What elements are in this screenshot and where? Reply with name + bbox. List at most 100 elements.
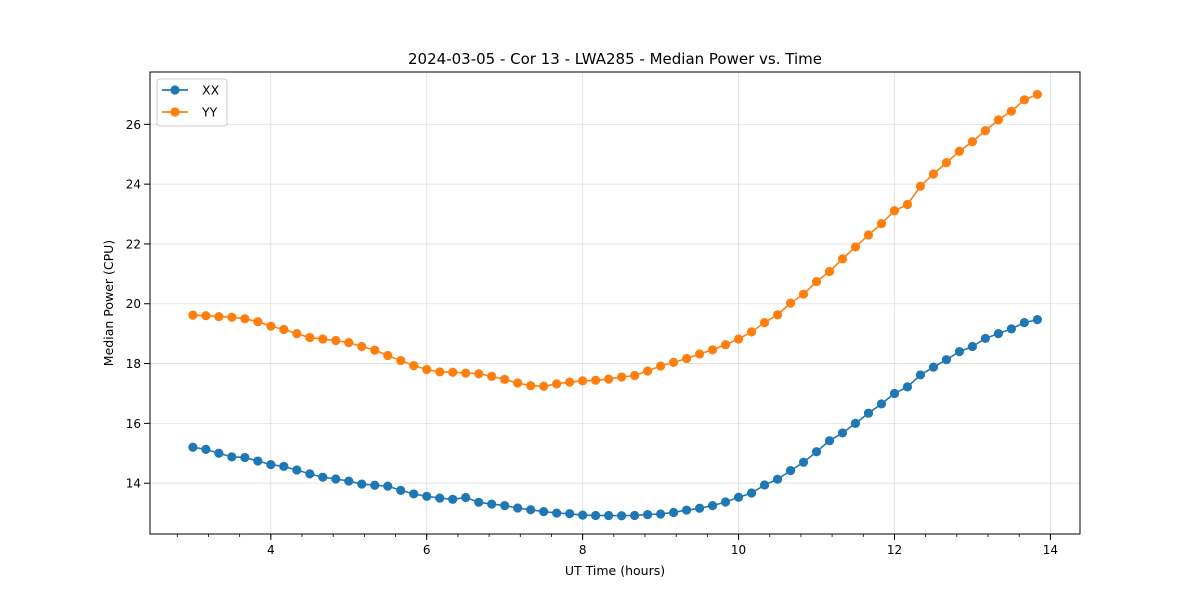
data-point-xx: [889, 388, 900, 399]
data-point-yy: [733, 334, 744, 344]
data-point-xx: [798, 457, 809, 467]
data-point-yy: [604, 374, 614, 384]
data-point-yy: [681, 353, 692, 364]
data-point-xx: [565, 509, 575, 519]
data-point-xx: [669, 507, 679, 518]
data-point-yy: [331, 335, 341, 346]
data-point-xx: [214, 448, 224, 458]
data-point-xx: [357, 479, 367, 489]
data-point-xx: [344, 476, 354, 486]
data-point-yy: [889, 206, 900, 216]
data-point-yy: [1006, 106, 1017, 116]
data-point-yy: [591, 375, 601, 385]
data-point-yy: [811, 277, 822, 287]
data-point-xx: [604, 510, 614, 521]
x-axis-label: UT Time (hours): [565, 563, 665, 578]
data-point-xx: [824, 436, 835, 446]
data-point-yy: [941, 158, 952, 168]
data-point-yy: [318, 334, 328, 344]
data-point-xx: [1032, 315, 1042, 325]
data-point-yy: [461, 368, 471, 378]
data-point-yy: [344, 338, 354, 348]
data-point-xx: [305, 469, 315, 479]
data-point-xx: [526, 505, 536, 515]
data-point-xx: [578, 510, 588, 520]
data-point-xx: [1006, 324, 1017, 334]
data-point-yy: [785, 298, 796, 308]
legend: XX YY: [156, 78, 228, 127]
x-tick-label: 6: [423, 543, 431, 557]
data-point-xx: [253, 456, 263, 466]
data-point-xx: [902, 382, 913, 392]
data-point-xx: [474, 497, 484, 507]
y-tick-label: 24: [126, 178, 141, 192]
data-point-xx: [461, 492, 471, 503]
data-point-yy: [552, 379, 562, 389]
series-xx: [188, 315, 1042, 521]
data-point-xx: [759, 480, 770, 490]
data-point-xx: [383, 481, 393, 491]
data-point-yy: [980, 126, 991, 136]
data-point-yy: [370, 345, 380, 355]
data-point-xx: [487, 499, 497, 509]
data-point-xx: [279, 461, 289, 472]
data-point-xx: [591, 510, 601, 521]
series-layer: [188, 89, 1042, 521]
data-point-yy: [526, 381, 536, 391]
data-point-xx: [617, 511, 627, 521]
data-point-xx: [681, 505, 692, 515]
y-axis-label: Median Power (CPU): [101, 240, 116, 366]
y-tick-label: 22: [126, 237, 141, 251]
y-tick-label: 18: [126, 357, 141, 371]
data-point-yy: [305, 332, 315, 343]
data-point-xx: [318, 472, 328, 482]
data-point-yy: [357, 341, 367, 352]
data-point-yy: [928, 169, 939, 179]
data-point-xx: [240, 452, 250, 463]
data-point-yy: [967, 137, 978, 147]
data-point-xx: [292, 465, 302, 475]
data-point-yy: [396, 355, 406, 366]
data-point-xx: [422, 491, 432, 501]
data-point-yy: [240, 314, 250, 324]
data-point-yy: [565, 377, 575, 387]
data-point-xx: [500, 500, 510, 511]
data-point-yy: [188, 310, 198, 320]
data-point-yy: [617, 372, 627, 382]
y-tick-label: 14: [126, 477, 141, 491]
data-point-yy: [279, 324, 289, 335]
data-point-yy: [435, 367, 445, 377]
data-point-xx: [188, 442, 198, 452]
data-point-xx: [448, 494, 458, 504]
data-point-xx: [993, 329, 1004, 339]
data-point-xx: [811, 447, 822, 457]
data-point-xx: [928, 362, 939, 372]
data-point-yy: [902, 199, 913, 210]
data-point-xx: [967, 341, 978, 352]
x-tick-label: 8: [579, 543, 587, 557]
data-point-xx: [746, 488, 757, 498]
data-point-yy: [1032, 89, 1042, 100]
data-point-yy: [214, 312, 224, 322]
data-point-yy: [837, 254, 848, 264]
data-point-xx: [954, 346, 965, 357]
data-point-xx: [850, 418, 861, 428]
data-point-xx: [980, 333, 991, 344]
data-point-xx: [370, 480, 380, 490]
data-point-xx: [656, 509, 666, 519]
x-tick-label: 14: [1043, 543, 1058, 557]
plot-frame: [149, 71, 1081, 535]
data-point-yy: [876, 219, 887, 229]
data-point-yy: [500, 374, 510, 384]
chart-title: 2024-03-05 - Cor 13 - LWA285 - Median Po…: [408, 50, 822, 68]
data-point-yy: [993, 115, 1004, 125]
data-point-yy: [954, 146, 965, 156]
data-point-xx: [772, 474, 783, 484]
data-point-yy: [292, 329, 302, 339]
data-point-xx: [1019, 317, 1029, 328]
data-point-xx: [876, 399, 887, 409]
data-point-yy: [487, 371, 497, 382]
data-point-yy: [578, 376, 588, 386]
data-point-yy: [409, 361, 419, 371]
data-point-xx: [915, 370, 926, 380]
